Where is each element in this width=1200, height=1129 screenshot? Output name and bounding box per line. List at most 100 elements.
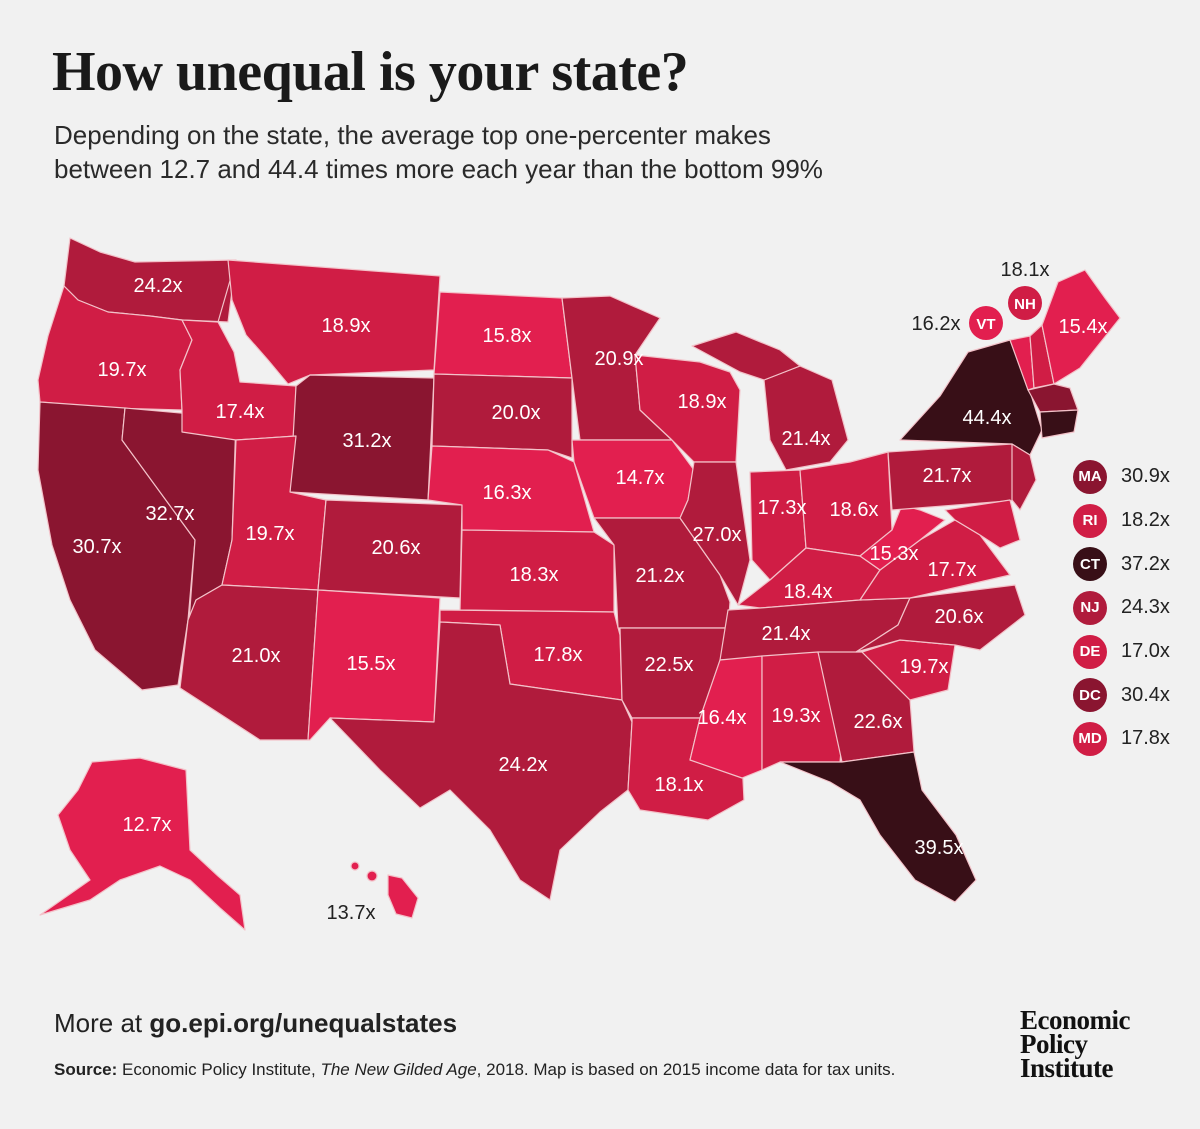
source-pre: Economic Policy Institute, (117, 1060, 321, 1079)
label-IN: 17.3x (758, 497, 807, 519)
state-HI[interactable] (387, 874, 419, 919)
legend-value-MD: 17.8x (1121, 727, 1170, 750)
source-note: Source: Economic Policy Institute, The N… (54, 1060, 895, 1080)
legend-value-CT: 37.2x (1121, 552, 1170, 575)
state-MI[interactable] (763, 365, 849, 471)
label-TN: 21.4x (762, 623, 811, 645)
legend-value-RI: 18.2x (1121, 509, 1170, 532)
label-MI: 21.4x (782, 428, 831, 450)
label-AL: 19.3x (772, 705, 821, 727)
label-WI: 18.9x (678, 391, 727, 413)
state-MI-UP[interactable] (691, 331, 801, 381)
label-ND: 15.8x (483, 325, 532, 347)
label-UT: 19.7x (246, 523, 295, 545)
legend-badge-DE: DE (1073, 634, 1107, 669)
legend-value-DC: 30.4x (1121, 683, 1170, 706)
legend-badge-RI: RI (1073, 503, 1107, 538)
label-VT-value: 16.2x (912, 313, 961, 335)
state-DE-MD[interactable] (944, 499, 1021, 549)
label-AZ: 21.0x (232, 645, 281, 667)
label-CO: 20.6x (372, 537, 421, 559)
label-ID: 17.4x (216, 401, 265, 423)
more-link[interactable]: go.epi.org/unequalstates (149, 1008, 458, 1038)
legend-badge-MA: MA (1073, 459, 1107, 494)
label-PA: 21.7x (923, 465, 972, 487)
label-TX: 24.2x (499, 754, 548, 776)
source-book: The New Gilded Age (320, 1060, 477, 1079)
subtitle-line-2: between 12.7 and 44.4 times more each ye… (54, 154, 823, 184)
state-WY[interactable] (289, 374, 435, 501)
badge-VT-text: VT (976, 316, 995, 333)
state-HI-island[interactable] (366, 870, 378, 882)
label-MO: 21.2x (636, 565, 685, 587)
label-MT: 18.9x (322, 315, 371, 337)
label-WY: 31.2x (343, 430, 392, 452)
state-CT-RI[interactable] (1039, 409, 1079, 439)
legend-badge-NJ: NJ (1073, 590, 1107, 625)
state-MA[interactable] (1027, 383, 1079, 413)
state-MT[interactable] (227, 259, 441, 385)
label-NY: 44.4x (963, 407, 1012, 429)
state-NC[interactable] (855, 584, 1026, 653)
legend-row-MD: MD 17.8x (1073, 717, 1170, 761)
label-KS: 18.3x (510, 564, 559, 586)
logo-line-3: Institute (1020, 1053, 1114, 1083)
label-WV: 15.3x (870, 543, 919, 565)
state-ID[interactable] (179, 259, 297, 441)
label-FL: 39.5x (915, 837, 964, 859)
state-WV[interactable] (859, 504, 946, 571)
label-LA: 18.1x (655, 774, 704, 796)
label-NV: 32.7x (146, 503, 195, 525)
small-states-legend: MA 30.9x RI 18.2x CT 37.2x NJ 24.3x DE 1… (1073, 455, 1170, 761)
legend-row-CT: CT 37.2x (1073, 542, 1170, 586)
legend-value-DE: 17.0x (1121, 640, 1170, 663)
source-label: Source: (54, 1060, 118, 1079)
badge-VT (969, 306, 1003, 340)
subtitle-line-1: Depending on the state, the average top … (54, 120, 771, 150)
legend-value-MA: 30.9x (1121, 465, 1170, 488)
label-HI: 13.7x (327, 902, 376, 924)
label-AK: 12.7x (123, 814, 172, 836)
badge-NH (1008, 286, 1042, 320)
state-HI-island[interactable] (350, 861, 360, 871)
label-OK: 17.8x (534, 644, 583, 666)
more-prefix: More at (54, 1008, 150, 1038)
label-WA: 24.2x (134, 275, 183, 297)
legend-badge-DC: DC (1073, 678, 1107, 713)
state-NJ[interactable] (1011, 443, 1037, 511)
source-post: , 2018. Map is based on 2015 income data… (476, 1060, 896, 1079)
logo-line-1: Economic (1020, 1005, 1131, 1035)
label-OH: 18.6x (830, 499, 879, 521)
state-KS[interactable] (459, 529, 615, 613)
legend-badge-CT: CT (1073, 547, 1107, 582)
state-SD[interactable] (431, 373, 573, 459)
state-FL[interactable] (779, 751, 977, 903)
label-MS: 16.4x (698, 707, 747, 729)
state-TX[interactable] (329, 621, 633, 901)
label-CA: 30.7x (73, 536, 122, 558)
state-ME[interactable] (1041, 269, 1121, 385)
state-AK[interactable] (39, 757, 246, 931)
label-NM: 15.5x (347, 653, 396, 675)
label-VA: 17.7x (928, 559, 977, 581)
logo-line-2: Policy (1020, 1029, 1088, 1059)
label-AR: 22.5x (645, 654, 694, 676)
subtitle: Depending on the state, the average top … (54, 118, 954, 186)
legend-row-DC: DC 30.4x (1073, 673, 1170, 717)
legend-row-RI: RI 18.2x (1073, 499, 1170, 543)
legend-badge-MD: MD (1073, 721, 1107, 756)
epi-logo: Economic Policy Institute (1020, 1005, 1131, 1083)
state-GA[interactable] (817, 651, 915, 763)
label-GA: 22.6x (854, 711, 903, 733)
label-IA: 14.7x (616, 467, 665, 489)
label-MN: 20.9x (595, 348, 644, 370)
legend-row-MA: MA 30.9x (1073, 455, 1170, 499)
state-IL[interactable] (679, 461, 751, 606)
legend-row-DE: DE 17.0x (1073, 630, 1170, 674)
state-VA[interactable] (859, 519, 1011, 601)
label-NC: 20.6x (935, 606, 984, 628)
legend-value-NJ: 24.3x (1121, 596, 1170, 619)
more-info: More at go.epi.org/unequalstates (54, 1008, 457, 1039)
label-SD: 20.0x (492, 402, 541, 424)
